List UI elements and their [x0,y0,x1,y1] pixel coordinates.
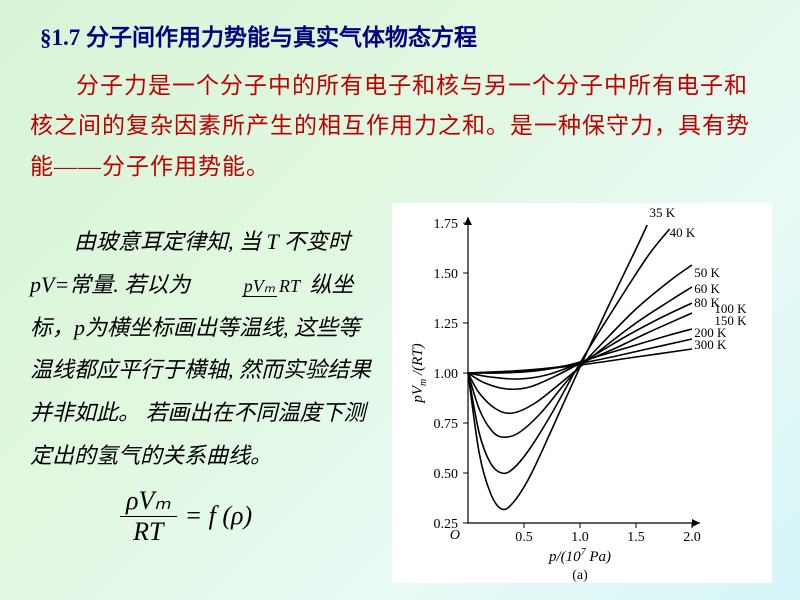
equation-denominator: RT [120,517,177,547]
svg-text:(a): (a) [572,568,588,583]
svg-text:35 K: 35 K [649,205,675,220]
equation-numerator: ρVₘ [120,486,177,517]
body-paragraph: 由玻意耳定律知, 当 T 不变时pV=常量. 若以为 pVₘRT 纵坐标，p为横… [30,203,380,478]
svg-text:0.50: 0.50 [434,467,459,482]
isotherm-chart: 0.51.01.52.00.250.500.751.001.251.501.75… [392,203,772,583]
svg-text:60 K: 60 K [694,281,720,296]
svg-text:0.75: 0.75 [434,417,459,432]
svg-text:O: O [450,528,460,543]
svg-text:300 K: 300 K [694,337,727,352]
svg-text:50 K: 50 K [694,265,720,280]
chart-svg: 0.51.01.52.00.250.500.751.001.251.501.75… [392,203,772,583]
body-text-2: 纵坐标，p为横坐标画出等温线, 这些等温线都应平行于横轴, 然而实验结果并非如此… [30,272,371,469]
svg-text:1.00: 1.00 [434,367,459,382]
frac-denominator: RT [277,276,302,296]
svg-text:0.5: 0.5 [515,530,533,545]
intro-paragraph: 分子力是一个分子中的所有电子和核与另一个分子中所有电子和核之间的复杂因素所产生的… [30,66,770,187]
equation-fraction: ρVₘ RT [120,486,177,547]
frac-numerator: pVₘ [242,276,277,297]
inline-fraction: pVₘRT [198,277,302,297]
svg-text:1.75: 1.75 [434,217,459,232]
svg-text:1.25: 1.25 [434,317,459,332]
svg-text:p/(107 Pa): p/(107 Pa) [548,547,611,565]
svg-text:40 K: 40 K [670,225,696,240]
svg-text:2.0: 2.0 [683,530,701,545]
equation: ρVₘ RT = f (ρ) [120,486,380,547]
svg-text:1.50: 1.50 [434,267,459,282]
section-title: §1.7 分子间作用力势能与真实气体物态方程 [40,18,770,52]
svg-text:1.5: 1.5 [627,530,645,545]
equation-rhs: = f (ρ) [185,501,253,531]
svg-text:1.0: 1.0 [571,530,589,545]
